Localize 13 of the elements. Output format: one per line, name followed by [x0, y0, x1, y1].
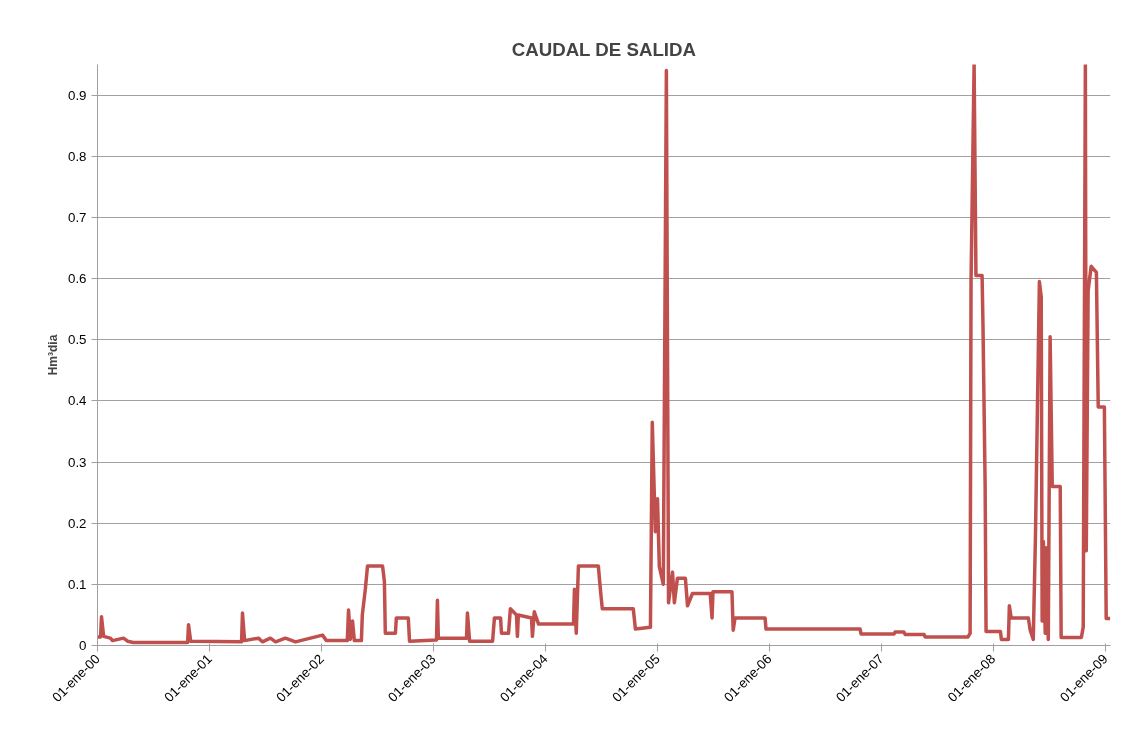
- y-tick-label: 0.4: [67, 393, 88, 409]
- y-tick-label: 0.2: [67, 515, 87, 531]
- y-tick-label: 0: [79, 638, 87, 653]
- y-tick-label: 0.8: [67, 148, 87, 164]
- y-tick-label: 0.6: [67, 271, 87, 287]
- y-tick-label: 0.5: [67, 332, 87, 348]
- y-tick-label: 0.7: [67, 209, 87, 225]
- y-axis-title: Hm³dia: [45, 334, 60, 376]
- y-tick-label: 0.3: [67, 454, 87, 470]
- y-tick-label: 0.1: [67, 576, 87, 592]
- chart-title: CAUDAL DE SALIDA: [511, 38, 696, 60]
- y-tick-label: 0.9: [67, 87, 87, 103]
- line-series: [97, 64, 1111, 645]
